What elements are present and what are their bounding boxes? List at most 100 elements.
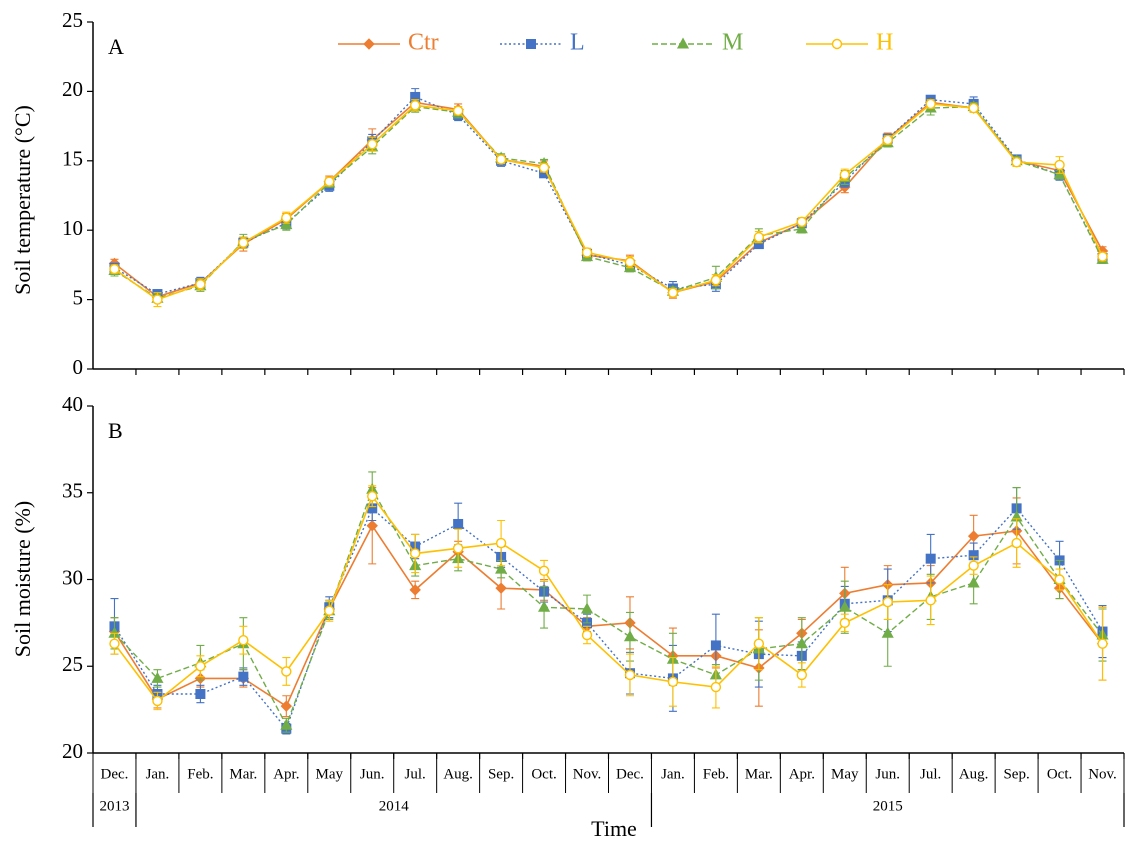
series-m bbox=[108, 100, 1109, 303]
series-line bbox=[113, 524, 1104, 708]
x-tick-label: Oct. bbox=[531, 766, 556, 782]
y-tick-label: 15 bbox=[62, 147, 83, 171]
series-ctr bbox=[108, 95, 1109, 303]
y-tick-label: 25 bbox=[62, 652, 83, 676]
data-point bbox=[409, 548, 421, 559]
data-point bbox=[580, 602, 594, 614]
x-tick-label: Apr. bbox=[789, 766, 815, 782]
x-tick-label: Oct. bbox=[1047, 766, 1072, 782]
data-point bbox=[838, 600, 851, 612]
data-point bbox=[324, 605, 335, 616]
series-h bbox=[109, 98, 1108, 308]
data-point bbox=[409, 584, 421, 596]
data-point bbox=[409, 100, 421, 111]
data-point bbox=[710, 274, 722, 286]
x-tick-label: Apr. bbox=[273, 766, 299, 782]
legend-marker bbox=[676, 37, 690, 49]
series-line bbox=[113, 101, 1104, 298]
data-point bbox=[151, 671, 164, 683]
data-point bbox=[925, 553, 936, 564]
data-point bbox=[753, 231, 765, 243]
data-point bbox=[280, 718, 293, 730]
data-point bbox=[538, 600, 551, 612]
x-tick-label: Sep. bbox=[1003, 766, 1029, 782]
data-point bbox=[925, 595, 936, 606]
x-tick-label: Jun. bbox=[875, 766, 900, 782]
x-tick-label: Jun. bbox=[360, 766, 385, 782]
data-point bbox=[238, 237, 249, 248]
data-point bbox=[581, 629, 593, 641]
data-point bbox=[1011, 537, 1022, 549]
data-point bbox=[624, 669, 636, 681]
x-tick-label: Mar. bbox=[229, 766, 257, 782]
data-point bbox=[710, 640, 721, 651]
x-tick-label: May bbox=[831, 766, 859, 782]
y-tick-label: 0 bbox=[73, 355, 84, 379]
data-point bbox=[109, 263, 120, 275]
series-line bbox=[114, 105, 1104, 299]
data-point bbox=[881, 626, 894, 638]
legend-item-h: H bbox=[806, 30, 893, 56]
panel-a-label: A bbox=[108, 34, 124, 59]
legend-item-ctr: Ctr bbox=[338, 30, 439, 56]
panel-a-y-axis-label: Soil temperature (°C) bbox=[10, 105, 35, 295]
legend: Ctr L M H bbox=[338, 30, 893, 56]
legend-item-l: L bbox=[500, 30, 585, 56]
legend-marker bbox=[363, 38, 375, 50]
y-tick-label: 40 bbox=[62, 392, 83, 416]
data-point bbox=[753, 638, 765, 649]
data-point bbox=[1054, 159, 1065, 171]
data-point bbox=[367, 138, 378, 150]
y-tick-label: 5 bbox=[73, 285, 84, 309]
series-ctr bbox=[108, 486, 1109, 718]
data-point bbox=[796, 216, 808, 228]
data-point bbox=[195, 279, 206, 290]
x-tick-label: Nov. bbox=[573, 766, 602, 782]
x-tick-label: Mar. bbox=[745, 766, 773, 782]
x-tick-label: Aug. bbox=[443, 766, 473, 782]
data-point bbox=[195, 689, 206, 700]
data-point bbox=[968, 102, 979, 114]
data-point bbox=[1097, 638, 1108, 649]
data-point bbox=[882, 134, 893, 146]
year-label: 2014 bbox=[379, 798, 410, 814]
year-label: 2013 bbox=[99, 798, 129, 814]
legend-item-m: M bbox=[652, 30, 743, 56]
series-l bbox=[109, 486, 1108, 735]
data-point bbox=[238, 671, 249, 682]
panel-b-y-axis-label: Soil moisture (%) bbox=[10, 501, 35, 657]
data-point bbox=[1097, 251, 1108, 262]
series-line bbox=[113, 507, 1104, 731]
data-point bbox=[495, 582, 507, 594]
x-axis-title: Time bbox=[591, 816, 637, 841]
data-point bbox=[152, 294, 163, 305]
data-point bbox=[109, 638, 120, 649]
data-point bbox=[495, 562, 508, 574]
year-label: 2015 bbox=[873, 798, 903, 814]
legend-marker bbox=[526, 39, 536, 49]
data-point bbox=[366, 520, 378, 532]
data-point bbox=[795, 222, 808, 234]
panel-b-series bbox=[108, 471, 1109, 735]
series-line bbox=[114, 96, 1104, 295]
data-point bbox=[839, 617, 850, 629]
data-point bbox=[967, 576, 980, 588]
y-tick-label: 25 bbox=[62, 8, 83, 32]
series-h bbox=[109, 485, 1108, 711]
legend-marker bbox=[831, 38, 843, 50]
data-point bbox=[667, 676, 679, 688]
data-point bbox=[1054, 574, 1065, 585]
x-tick-label: Feb. bbox=[187, 766, 213, 782]
panel-b-axes: 20 25 30 35 40 bbox=[62, 392, 1125, 763]
data-point bbox=[968, 560, 979, 571]
data-point bbox=[152, 695, 163, 707]
x-axis: Dec. Jan. Feb. Mar. Apr. May Jun. Jul. Aug. Sep. O… bbox=[92, 753, 1125, 827]
series-line bbox=[113, 494, 1104, 703]
data-point bbox=[495, 154, 507, 165]
data-point bbox=[538, 565, 550, 577]
x-tick-label: Jan. bbox=[146, 766, 170, 782]
x-tick-label: Jul. bbox=[920, 766, 941, 782]
legend-label: Ctr bbox=[408, 30, 439, 56]
x-tick-label: Nov. bbox=[1088, 766, 1117, 782]
